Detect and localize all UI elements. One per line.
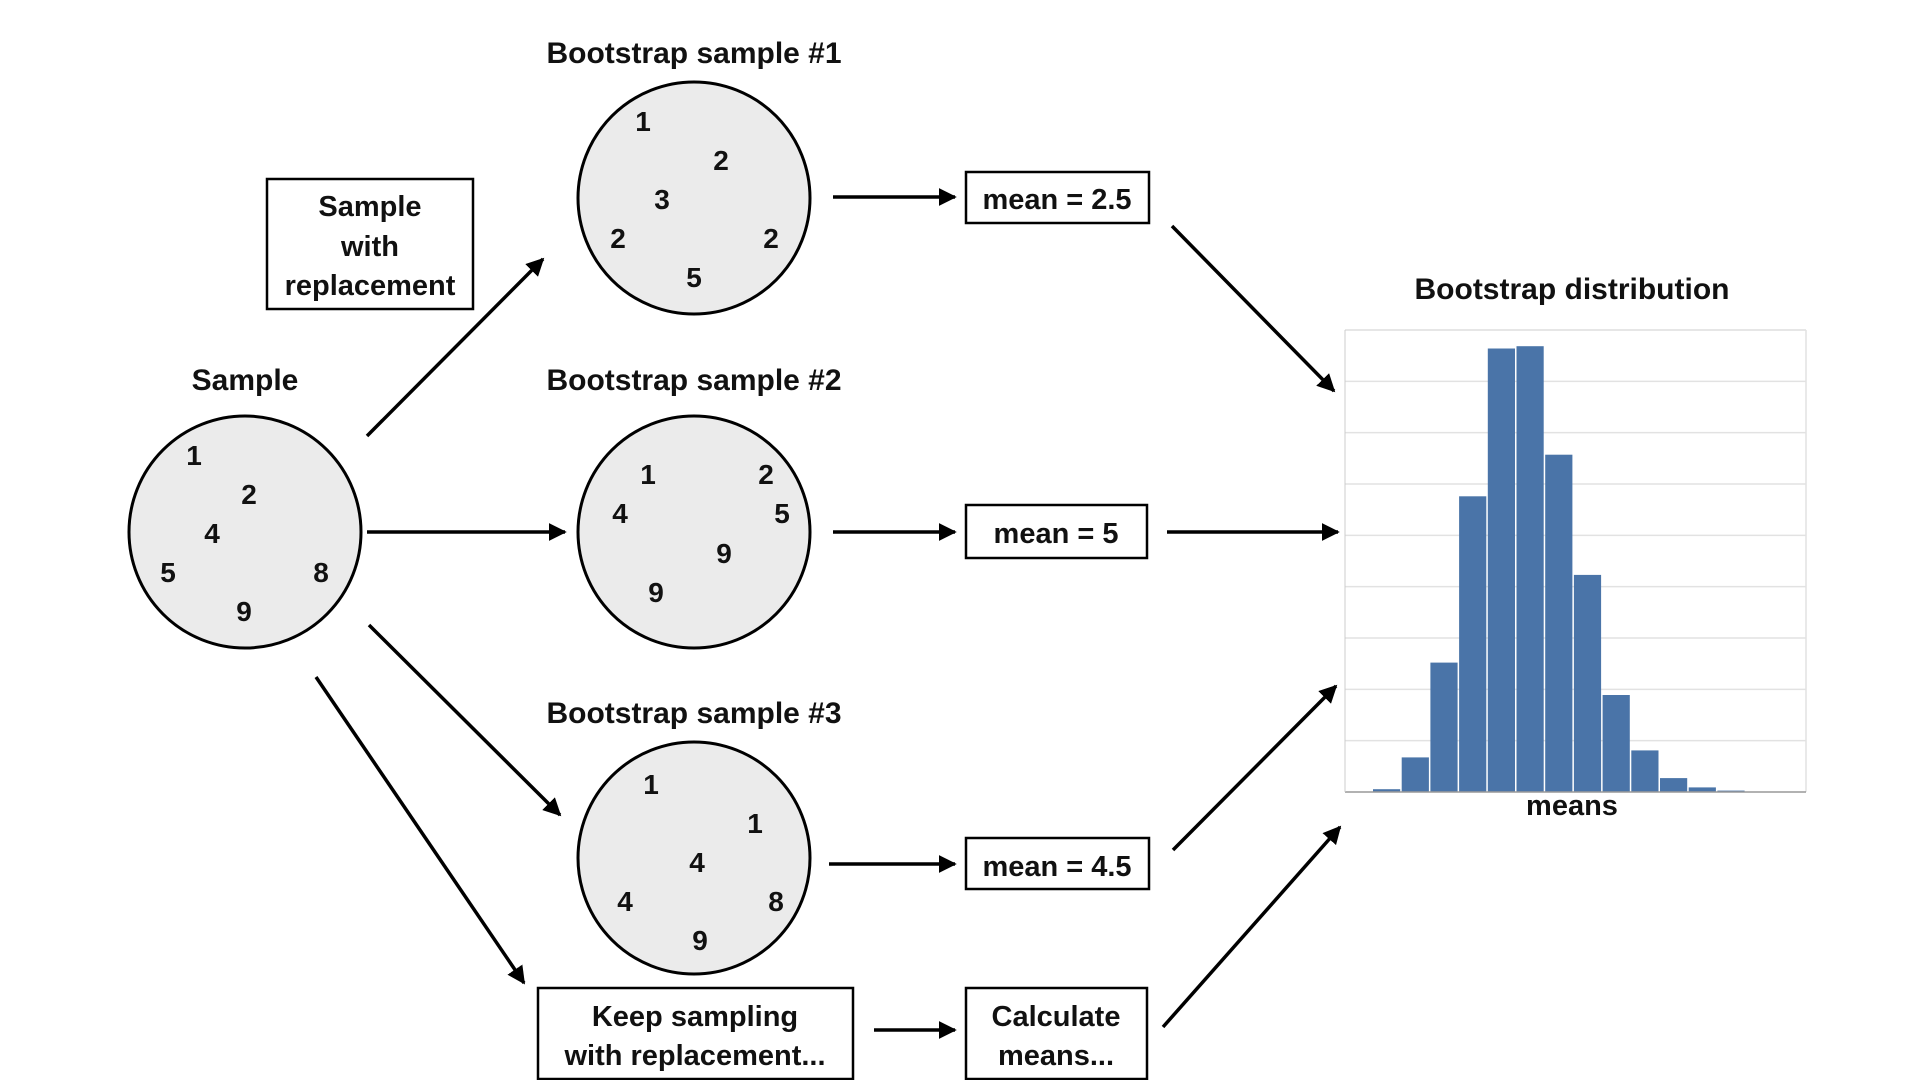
histogram-x-label: means bbox=[1526, 790, 1618, 822]
arrow-mean-1-to-distribution bbox=[1170, 224, 1336, 393]
mean-label-3: mean = 4.5 bbox=[982, 851, 1131, 883]
keep-sampling-line: with replacement... bbox=[563, 1040, 825, 1072]
calculate-means-box bbox=[964, 986, 1149, 1080]
bootstrap-sample-2-number: 2 bbox=[758, 459, 774, 490]
histogram-bar bbox=[1631, 750, 1659, 792]
bootstrap-sample-2-number: 1 bbox=[640, 459, 656, 490]
sample-number: 9 bbox=[236, 596, 252, 627]
bootstrap-sample-1-number: 2 bbox=[763, 223, 779, 254]
bootstrap-sample-3-number: 1 bbox=[747, 808, 763, 839]
mean-box-2 bbox=[964, 503, 1149, 560]
histogram-bar bbox=[1688, 787, 1716, 792]
bootstrap-sample-2-number: 4 bbox=[612, 498, 628, 529]
mean-label-2: mean = 5 bbox=[994, 518, 1119, 550]
sample-title: Sample bbox=[192, 364, 299, 397]
mean-box-3 bbox=[964, 836, 1151, 891]
arrow-mean-3-to-distribution bbox=[1171, 684, 1338, 852]
sample-with-replacement-box bbox=[265, 177, 475, 311]
bootstrap-sample-1-number: 2 bbox=[610, 223, 626, 254]
keep-sampling-line: Keep sampling bbox=[592, 1001, 798, 1033]
bootstrap-distribution-histogram bbox=[1344, 329, 1807, 793]
bootstrap-sample-1-number: 5 bbox=[686, 262, 702, 293]
arrow-sample-to-bootstrap-3 bbox=[367, 623, 562, 817]
histogram-title: Bootstrap distribution bbox=[1415, 273, 1730, 306]
sample-with-replacement-line: replacement bbox=[285, 270, 456, 302]
arrows bbox=[314, 188, 1342, 1039]
bootstrap-sample-3-number: 4 bbox=[689, 847, 705, 878]
bootstrap-sample-2-number: 9 bbox=[716, 538, 732, 569]
bootstrap-sample-3-number: 1 bbox=[643, 769, 659, 800]
keep-sampling-box bbox=[536, 986, 855, 1080]
bootstrap-sample-1-number: 2 bbox=[713, 145, 729, 176]
histogram-bar bbox=[1430, 662, 1458, 792]
sample-number: 1 bbox=[186, 440, 202, 471]
bootstrap-sample-1-title: Bootstrap sample #1 bbox=[546, 37, 841, 70]
histogram-bar bbox=[1660, 778, 1688, 792]
sample-number: 4 bbox=[204, 518, 220, 549]
sample-number: 5 bbox=[160, 557, 176, 588]
sample-number: 2 bbox=[241, 479, 257, 510]
arrow-sample-to-keep-sampling bbox=[314, 676, 526, 985]
histogram-bar bbox=[1573, 574, 1602, 792]
bootstrap-sample-1-circle bbox=[576, 80, 812, 316]
bootstrap-sample-3-title: Bootstrap sample #3 bbox=[546, 697, 841, 730]
histogram-bar bbox=[1487, 348, 1515, 792]
histogram-bar bbox=[1373, 789, 1401, 792]
bootstrap-sample-3-number: 8 bbox=[768, 886, 784, 917]
bootstrap-sample-2-title: Bootstrap sample #2 bbox=[546, 364, 841, 397]
bootstrap-sample-2-number: 9 bbox=[648, 577, 664, 608]
sample-with-replacement-line: Sample bbox=[318, 191, 421, 223]
histogram-bar bbox=[1545, 454, 1573, 792]
bootstrap-sample-3-circle bbox=[576, 740, 812, 976]
sample-with-replacement-line: with bbox=[340, 231, 399, 263]
histogram-bar bbox=[1602, 695, 1630, 792]
mean-box-1 bbox=[964, 170, 1151, 225]
histogram-bar bbox=[1401, 757, 1429, 792]
bootstrap-sample-2-circle bbox=[576, 414, 812, 650]
calculate-means-line: Calculate bbox=[992, 1001, 1121, 1033]
bootstrap-sample-1-number: 1 bbox=[635, 106, 651, 137]
calculate-means-line: means... bbox=[998, 1040, 1114, 1072]
bootstrap-sample-1-number: 3 bbox=[654, 184, 670, 215]
arrow-sample-to-bootstrap-1 bbox=[365, 257, 545, 438]
mean-label-1: mean = 2.5 bbox=[982, 184, 1131, 216]
histogram-bar bbox=[1516, 346, 1544, 792]
sample-circle bbox=[127, 414, 363, 650]
sample-number: 8 bbox=[313, 557, 329, 588]
bootstrap-sample-3-number: 9 bbox=[692, 925, 708, 956]
bootstrap-sample-2-number: 5 bbox=[774, 498, 790, 529]
histogram-bars bbox=[1373, 346, 1774, 792]
bootstrap-sample-3-number: 4 bbox=[617, 886, 633, 917]
histogram-bar bbox=[1459, 496, 1487, 792]
arrow-calculate-to-distribution bbox=[1161, 825, 1342, 1029]
